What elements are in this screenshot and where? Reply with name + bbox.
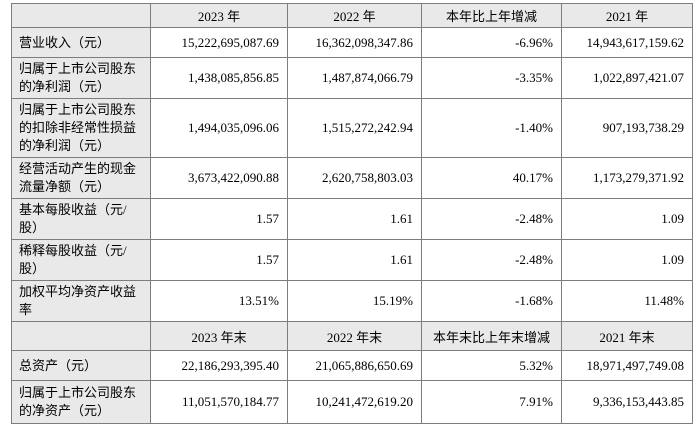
cell-2022: 2,620,758,803.03 [287,157,422,199]
cell-change: -2.48% [421,239,562,281]
key-financial-indicators-table: 2023 年 2022 年 本年比上年增减 2021 年 营业收入（元） 15,… [11,3,693,424]
table-row-revenue: 营业收入（元） 15,222,695,087.69 16,362,098,347… [11,27,693,58]
table-row-net-profit-excl-nonrecurring: 归属于上市公司股东的扣除非经常性损益的净利润（元） 1,494,035,096.… [11,98,693,158]
cell-change: -3.35% [421,57,562,99]
cell-2023: 1.57 [150,239,288,281]
cell-change: 5.32% [421,350,562,381]
row-label: 归属于上市公司股东的扣除非经常性损益的净利润（元） [11,98,151,158]
cell-2023: 1.57 [150,198,288,240]
cell-2021: 1,173,279,371.92 [561,157,693,199]
cell-2021: 11.48% [561,280,693,322]
column-header-2021: 2021 年 [561,3,693,28]
cell-2021: 14,943,617,159.62 [561,27,693,58]
annual-header-row: 2023 年 2022 年 本年比上年增减 2021 年 [11,3,693,28]
table-row-total-assets: 总资产（元） 22,186,293,395.40 21,065,886,650.… [11,350,693,381]
column-header-change: 本年比上年增减 [421,3,562,28]
cell-2022: 1,487,874,066.79 [287,57,422,99]
table-row-net-profit: 归属于上市公司股东的净利润（元） 1,438,085,856.85 1,487,… [11,57,693,99]
cell-2022: 1.61 [287,198,422,240]
corner-cell [11,3,151,28]
cell-2021: 1.09 [561,239,693,281]
cell-2022: 1,515,272,242.94 [287,98,422,158]
cell-2022: 15.19% [287,280,422,322]
corner-cell [11,321,151,351]
cell-2022: 16,362,098,347.86 [287,27,422,58]
cell-change: 7.91% [421,380,562,424]
column-header-2021-end: 2021 年末 [561,321,693,351]
cell-2022: 1.61 [287,239,422,281]
row-label: 总资产（元） [11,350,151,381]
year-end-header-row: 2023 年末 2022 年末 本年末比上年末增减 2021 年末 [11,321,693,351]
cell-2022: 10,241,472,619.20 [287,380,422,424]
cell-2021: 1,022,897,421.07 [561,57,693,99]
cell-2021: 18,971,497,749.08 [561,350,693,381]
cell-change: -1.40% [421,98,562,158]
cell-2023: 1,438,085,856.85 [150,57,288,99]
cell-2023: 15,222,695,087.69 [150,27,288,58]
table-row-net-assets: 归属于上市公司股东的净资产（元） 11,051,570,184.77 10,24… [11,380,693,424]
table-row-diluted-eps: 稀释每股收益（元/股） 1.57 1.61 -2.48% 1.09 [11,239,693,281]
cell-change: 40.17% [421,157,562,199]
row-label: 加权平均净资产收益率 [11,280,151,322]
table-row-weighted-avg-roe: 加权平均净资产收益率 13.51% 15.19% -1.68% 11.48% [11,280,693,322]
cell-2023: 13.51% [150,280,288,322]
cell-change: -6.96% [421,27,562,58]
table-row-basic-eps: 基本每股收益（元/股） 1.57 1.61 -2.48% 1.09 [11,198,693,240]
cell-2021: 907,193,738.29 [561,98,693,158]
row-label: 归属于上市公司股东的净利润（元） [11,57,151,99]
cell-2023: 3,673,422,090.88 [150,157,288,199]
cell-2023: 11,051,570,184.77 [150,380,288,424]
cell-2022: 21,065,886,650.69 [287,350,422,381]
row-label: 经营活动产生的现金流量净额（元） [11,157,151,199]
row-label: 营业收入（元） [11,27,151,58]
cell-2021: 1.09 [561,198,693,240]
cell-2023: 1,494,035,096.06 [150,98,288,158]
column-header-yearend-change: 本年末比上年末增减 [421,321,562,351]
row-label: 稀释每股收益（元/股） [11,239,151,281]
cell-change: -2.48% [421,198,562,240]
cell-2021: 9,336,153,443.85 [561,380,693,424]
column-header-2022: 2022 年 [287,3,422,28]
column-header-2022-end: 2022 年末 [287,321,422,351]
row-label: 基本每股收益（元/股） [11,198,151,240]
column-header-2023-end: 2023 年末 [150,321,288,351]
row-label: 归属于上市公司股东的净资产（元） [11,380,151,424]
column-header-2023: 2023 年 [150,3,288,28]
cell-2023: 22,186,293,395.40 [150,350,288,381]
cell-change: -1.68% [421,280,562,322]
table-row-operating-cash-flow: 经营活动产生的现金流量净额（元） 3,673,422,090.88 2,620,… [11,157,693,199]
